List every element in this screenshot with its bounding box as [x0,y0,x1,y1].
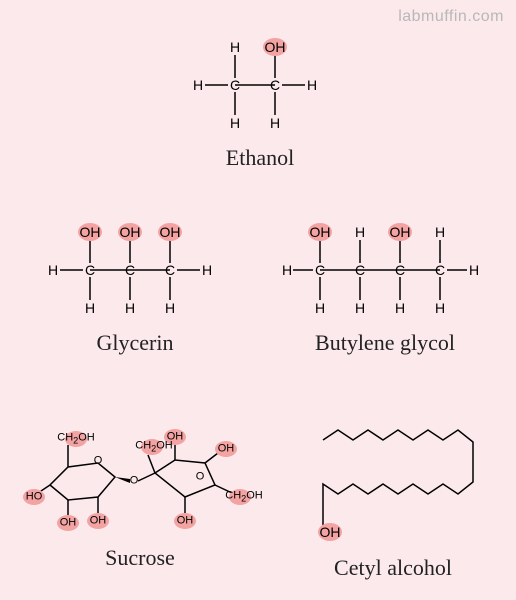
atom-c: C [230,78,240,92]
atom-oh: OH [80,225,101,239]
atom-h: H [355,301,365,315]
atom-oh: OH [60,518,77,529]
watermark: labmuffin.com [398,8,504,26]
atom-ch2oh: CH2OH [57,432,94,445]
atom-h: H [48,263,58,277]
atom-oh: OH [390,225,411,239]
label-sucrose: Sucrose [20,545,260,571]
atom-c: C [315,263,325,277]
atom-c: C [85,263,95,277]
atom-h: H [282,263,292,277]
atom-oh: OH [320,525,341,539]
atom-oh: OH [265,40,286,54]
label-cetyl-alcohol: Cetyl alcohol [288,555,498,581]
atom-h: H [435,301,445,315]
molecule-cetyl-alcohol: OH Cetyl alcohol [288,410,498,585]
label-glycerin: Glycerin [40,330,230,356]
atom-o: O [130,476,139,487]
atom-ch2oh: CH2OH [225,490,262,503]
atom-c: C [270,78,280,92]
atom-h: H [165,301,175,315]
atom-oh: OH [160,225,181,239]
atom-h: H [355,225,365,239]
molecule-sucrose: O O O CH2OH HO OH OH OH CH2OH OH OH CH2O… [20,405,260,580]
atom-o: O [196,472,205,483]
atom-oh: OH [310,225,331,239]
molecule-butylene-glycol: C C C C H H OH H OH H H H H H Butylene g… [275,210,495,360]
atom-h: H [270,116,280,130]
atom-c: C [125,263,135,277]
label-ethanol: Ethanol [180,145,340,171]
atom-c: C [355,263,365,277]
atom-h: H [125,301,135,315]
atom-h: H [85,301,95,315]
atom-h: H [230,116,240,130]
atom-o: O [94,456,103,467]
atom-oh: OH [90,516,107,527]
atom-h: H [202,263,212,277]
atom-c: C [395,263,405,277]
label-butylene-glycol: Butylene glycol [275,330,495,356]
atom-h: H [307,78,317,92]
atom-h: H [230,40,240,54]
atom-h: H [395,301,405,315]
molecule-ethanol: C C H H H H OH H Ethanol [180,25,340,165]
atom-oh: OH [120,225,141,239]
atom-c: C [435,263,445,277]
atom-h: H [193,78,203,92]
atom-ch2oh: CH2OH [135,440,172,453]
atom-h: H [435,225,445,239]
atom-h: H [469,263,479,277]
atom-oh: OH [218,444,235,455]
molecule-glycerin: C C C H H OH OH OH H H H Glycerin [40,210,230,360]
atom-ho: HO [26,492,43,503]
atom-h: H [315,301,325,315]
atom-c: C [165,263,175,277]
atom-oh: OH [177,516,194,527]
